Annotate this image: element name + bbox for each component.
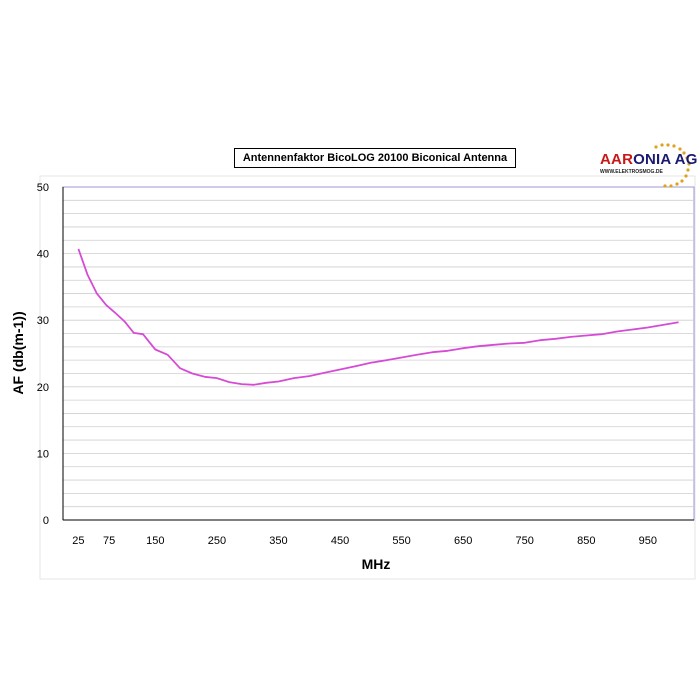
series-line (77, 248, 679, 386)
aaronia-logo: AARONIA AG WWW.ELEKTROSMOG.DE (594, 142, 697, 188)
plot-area (62, 186, 695, 521)
x-tick-label: 75 (103, 535, 115, 547)
y-tick-label: 30 (37, 315, 49, 327)
x-tick-label: 25 (72, 535, 84, 547)
logo-url: WWW.ELEKTROSMOG.DE (600, 169, 663, 175)
chart-title: Antennenfaktor BicoLOG 20100 Biconical A… (234, 148, 516, 168)
y-tick-label: 50 (37, 182, 49, 194)
x-tick-label: 350 (269, 535, 287, 547)
y-tick-label: 40 (37, 249, 49, 261)
chart-outer-frame (39, 175, 696, 580)
x-tick-label: 850 (577, 535, 595, 547)
y-tick-label: 20 (37, 382, 49, 394)
logo-dots-icon (654, 143, 691, 188)
x-axis-label: MHz (362, 556, 391, 572)
x-tick-label: 250 (208, 535, 226, 547)
y-tick-label: 0 (43, 515, 49, 527)
x-tick-label: 750 (516, 535, 534, 547)
grid-lines (63, 199, 694, 508)
x-tick-label: 450 (331, 535, 349, 547)
x-tick-label: 550 (392, 535, 410, 547)
x-tick-labels: 25 75 150 250 350 450 550 650 750 850 950 (72, 535, 657, 547)
x-tick-label: 650 (454, 535, 472, 547)
y-tick-label: 10 (37, 448, 49, 460)
y-tick-labels: 0 10 20 30 40 50 (37, 182, 49, 527)
logo-brand: AARONIA AG (600, 151, 698, 168)
chart-title-text: Antennenfaktor BicoLOG 20100 Biconical A… (242, 152, 508, 164)
y-axis-label: AF (db(m-1)) (10, 311, 26, 394)
x-tick-label: 150 (146, 535, 164, 547)
x-tick-label: 950 (639, 535, 657, 547)
